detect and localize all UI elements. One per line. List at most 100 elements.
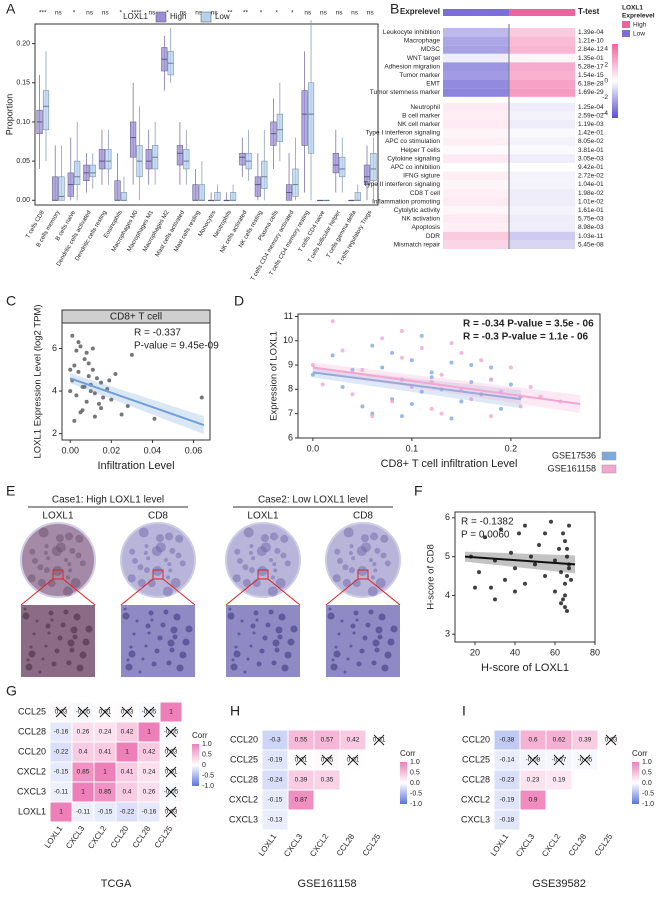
zoom-texture: [173, 613, 181, 621]
annotation: R = -0.3 P-value = 1.1e - 06: [463, 332, 589, 343]
zoom-texture: [287, 638, 295, 646]
point: [82, 357, 87, 362]
legend-title: Corr: [192, 731, 208, 740]
y-tick-label: 9: [288, 359, 293, 369]
zoom-texture: [233, 650, 241, 658]
zoom-texture: [352, 631, 356, 635]
tissue-texture: [164, 558, 168, 562]
p-value: 1.39e-04: [578, 29, 604, 36]
tissue-texture: [375, 578, 386, 589]
point: [119, 412, 124, 417]
tissue-texture: [138, 527, 149, 538]
x-tick-label: 0.2: [505, 443, 518, 453]
significance-label: ns: [320, 10, 328, 17]
column-label: CXCL3: [282, 832, 304, 859]
insignificant-cross: [121, 706, 133, 718]
x-tick-label: 0.00: [61, 445, 79, 455]
y-tick-label: 0.20: [16, 40, 30, 47]
heat-cell: [443, 120, 509, 129]
corr-value: 0.24: [143, 769, 156, 776]
insignificant-cross: [579, 754, 591, 766]
y-axis-title: LOXL1 Expression Level (log2 TPM): [33, 304, 44, 458]
heat-cell: [443, 180, 509, 189]
point: [508, 382, 513, 387]
heat-cell: [443, 163, 509, 172]
tissue-texture: [155, 542, 166, 553]
row-label: CCL25: [18, 706, 46, 716]
x-axis-title: CD8+ T cell infiltration Level: [381, 458, 518, 470]
point: [72, 418, 77, 423]
tissue-texture: [342, 578, 351, 587]
zoom-texture: [125, 663, 133, 671]
zoom-texture: [35, 619, 39, 623]
point: [390, 350, 395, 355]
zoom-texture: [250, 623, 256, 629]
row-label: Macrophage: [404, 38, 441, 45]
row-label: CXCL3: [229, 814, 258, 824]
tissue-texture: [270, 532, 279, 541]
row-label: CXCL3: [461, 814, 490, 824]
row-label: WNT target: [407, 55, 440, 62]
point: [469, 363, 474, 368]
zoom-texture: [362, 635, 368, 641]
heat-cell: [509, 45, 575, 54]
heat-cell: [509, 62, 575, 71]
tissue-texture: [272, 562, 277, 567]
point: [489, 377, 494, 382]
insignificant-cross: [143, 706, 155, 718]
column-label: CCL28: [335, 832, 357, 858]
p-value: 8.98e-03: [578, 224, 604, 231]
fit-line: [312, 371, 521, 401]
zoom-texture: [25, 663, 33, 671]
zoom-texture: [51, 661, 57, 667]
insignificant-cross: [165, 806, 177, 818]
zoom-texture: [126, 658, 130, 662]
tissue-texture: [127, 574, 136, 583]
p-value: 1.03e-11: [578, 233, 604, 240]
tissue-texture: [280, 534, 289, 543]
zoom-texture: [41, 657, 45, 661]
corr-value: 0.4: [122, 789, 131, 796]
tissue-texture: [69, 547, 76, 554]
point: [567, 566, 571, 571]
zoom-texture: [231, 658, 235, 662]
point: [523, 523, 527, 528]
tissue-texture: [242, 564, 249, 571]
panel-label: D: [234, 293, 244, 309]
tissue-texture: [249, 544, 254, 549]
corr-value: -0.22: [54, 749, 69, 756]
legend-swatch: [622, 30, 630, 37]
zoom-texture: [256, 661, 262, 667]
box: [198, 184, 206, 201]
point: [523, 581, 527, 586]
colorbar-tick-label: -0.5: [642, 790, 654, 797]
heat-cell: [509, 171, 575, 181]
insignificant-cross: [373, 734, 385, 746]
significance-label: ns: [367, 10, 375, 17]
annotation: R = -0.337: [134, 328, 181, 339]
zoom-texture: [123, 607, 127, 611]
row-label: Apoptosis: [411, 224, 440, 231]
point: [86, 361, 91, 366]
title-strip: [61, 309, 211, 324]
corr-value: 0.6: [528, 737, 537, 744]
column-label: CCL28: [567, 832, 589, 858]
corr-value: 1: [125, 749, 129, 756]
tissue-texture: [248, 550, 253, 555]
heat-cell: [443, 206, 509, 215]
colorbar-tick-label: 0: [604, 78, 608, 85]
insignificant-cross: [55, 706, 67, 718]
significance-label: ns: [102, 10, 110, 17]
panel-label: F: [414, 483, 423, 499]
zoom-texture: [337, 632, 341, 636]
zoom-texture: [122, 612, 130, 620]
zoom-texture: [253, 610, 259, 616]
box: [114, 180, 121, 201]
corr-value: 0.24: [99, 729, 112, 736]
legend-swatch: [155, 11, 167, 23]
colorbar: [632, 762, 639, 804]
row-label: NK cell marker: [397, 121, 440, 128]
p-value: 1.21e-10: [578, 38, 604, 45]
insignificant-cross: [77, 706, 89, 718]
x-tick-label: 0.0: [307, 443, 320, 453]
